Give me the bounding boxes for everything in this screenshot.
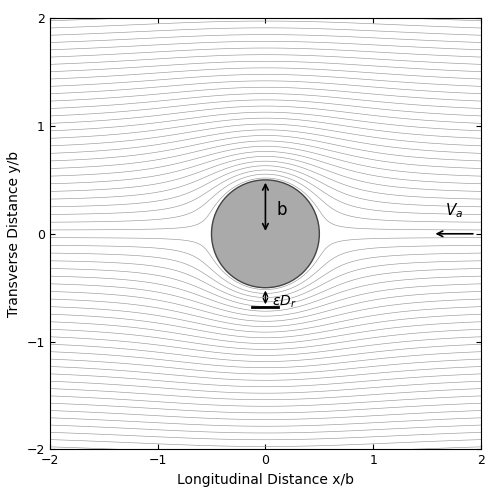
Text: $\varepsilon D_r$: $\varepsilon D_r$: [272, 294, 297, 310]
Circle shape: [212, 180, 319, 288]
Text: $V_a$: $V_a$: [445, 201, 463, 220]
X-axis label: Longitudinal Distance x/b: Longitudinal Distance x/b: [177, 473, 354, 487]
Text: b: b: [276, 201, 287, 219]
Y-axis label: Transverse Distance y/b: Transverse Distance y/b: [7, 150, 21, 317]
